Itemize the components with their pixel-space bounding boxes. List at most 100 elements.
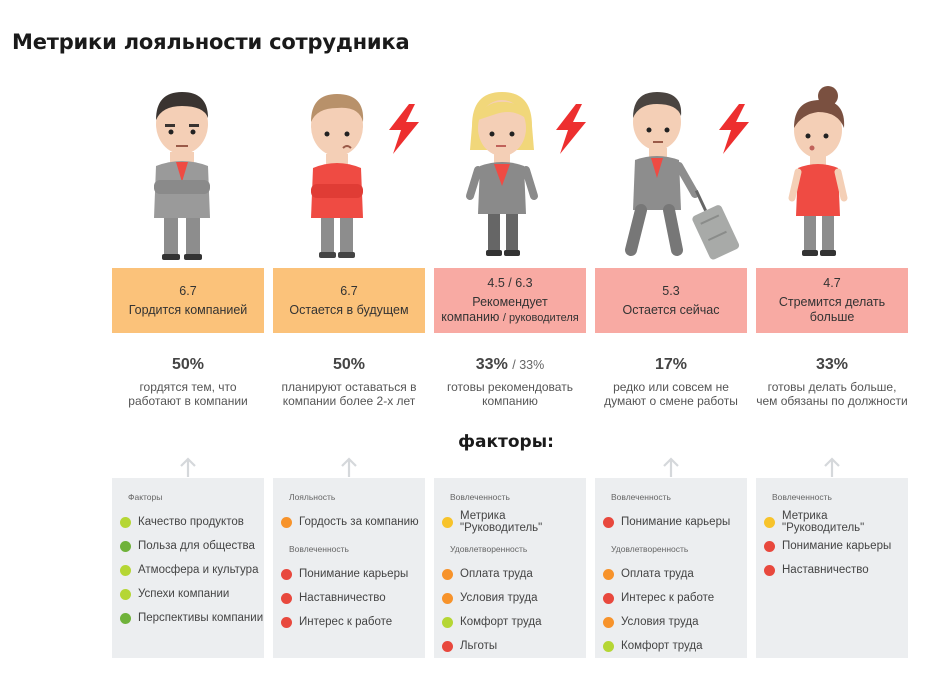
status-dot-icon [442,568,453,580]
factor-group-label: Вовлеченность [772,492,832,502]
metric-label-line2: больше [809,310,855,324]
stat-block: 17% редко или совсем не думают о смене р… [595,356,747,408]
status-dot-icon [764,564,775,576]
metric-box: 4.5 / 6.3 Рекомендует компанию / руковод… [434,268,586,333]
character-woman-blonde-illustration [466,92,538,256]
metric-label: Стремится делать [778,295,886,309]
factor-item: Наставничество [764,558,908,582]
factor-item: Комфорт труда [603,634,747,658]
stat-block: 33% готовы делать больше, чем обязаны по… [756,356,908,408]
metric-label: Гордится компанией [128,302,248,317]
stat-description-line: компанию [482,394,538,408]
factor-label: Понимание карьеры [782,540,892,552]
metric-column-stays-now: 5.3 Остается сейчас 17% редко или совсем… [595,0,749,691]
factor-label: Комфорт труда [621,640,703,652]
status-dot-icon [281,616,292,628]
status-dot-icon [442,592,453,604]
stat-description-line: готовы делать больше, [767,380,897,394]
lightning-bolt-icon [556,104,586,154]
factor-label: Комфорт труда [460,616,542,628]
metric-score: 4.7 [823,276,841,290]
status-dot-icon [281,568,292,580]
factor-group-label: Лояльность [289,492,336,502]
factor-label: Условия труда [460,592,538,604]
stat-description-line: чем обязаны по должности [756,394,908,408]
status-dot-icon [120,612,131,624]
factor-label: Гордость за компанию [299,516,419,528]
metric-label: Остается в будущем [289,302,409,317]
metric-column-stays-future: 6.7 Остается в будущем 50% планируют ост… [273,0,425,691]
status-dot-icon [120,564,131,576]
factor-label: Успехи компании [138,588,230,600]
metric-score: 5.3 [662,283,680,298]
factor-item: Понимание карьеры [603,510,747,534]
status-dot-icon [603,592,614,604]
factor-label: Условия труда [621,616,699,628]
factor-label: Интерес к работе [621,592,715,604]
status-dot-icon [120,516,131,528]
metric-box: 5.3 Остается сейчас [595,268,747,333]
status-dot-icon [603,616,614,628]
metric-score: 6.7 [340,283,358,298]
factor-label: Польза для общества [138,540,255,552]
factor-item: Успехи компании [120,582,264,606]
factor-group-label: Вовлеченность [611,492,671,502]
stat-percent: 33% [815,356,849,373]
factor-label: Наставничество [782,564,869,576]
status-dot-icon [603,568,614,580]
stat-description-line: думают о смене работы [604,394,738,408]
factor-label: Метрика "Руководитель" [782,510,865,534]
stat-block: 50% гордятся тем, что работают в компани… [112,356,264,408]
status-dot-icon [442,640,453,652]
factor-group-label: Вовлеченность [289,544,349,554]
page-title: Метрики лояльности сотрудника [12,30,410,54]
factor-item: Льготы [442,634,586,658]
factor-item: Атмосфера и культура [120,558,264,582]
stat-description-line: редко или совсем не [613,380,729,394]
factor-item: Наставничество [281,586,425,610]
stat-description-line: планируют оставаться в [281,380,417,394]
factor-item: Интерес к работе [603,586,747,610]
metric-label-line2: компанию [441,309,500,324]
arrow-up-icon [341,457,357,477]
metric-score: 6.7 [179,283,197,298]
factor-item: Метрика "Руководитель" [764,510,908,534]
stat-description-line: готовы рекомендовать [447,380,573,394]
factor-label: Оплата труда [621,568,694,580]
stat-description-line: компании более 2-х лет [282,394,416,408]
character-man-with-suitcase-illustration [625,92,740,260]
status-dot-icon [281,516,292,528]
stat-description-line: работают в компании [128,394,248,408]
arrow-up-icon [663,457,679,477]
metric-column-does-more: 4.7 Стремится делать больше 33% готовы д… [756,0,908,691]
factor-group-label: Удовлетворенность [450,544,528,554]
stat-block: 50% планируют оставаться в компании боле… [273,356,425,408]
metric-box: 4.7 Стремится делать больше [756,268,908,333]
factors-panel: Факторы Качество продуктов Польза для об… [112,478,264,658]
stat-block: 33% / 33% готовы рекомендовать компанию [434,356,586,408]
factor-item: Оплата труда [442,562,586,586]
factors-panel: Вовлеченность Метрика "Руководитель" Удо… [434,478,586,658]
factor-label: Наставничество [299,592,386,604]
factor-group-label: Факторы [128,492,163,502]
factor-label: Понимание карьеры [299,568,409,580]
metric-box: 6.7 Гордится компанией [112,268,264,333]
stat-percent: 33% [475,356,508,373]
factor-item: Комфорт труда [442,610,586,634]
status-dot-icon [442,516,453,528]
factor-label: Перспективы компании [138,612,264,624]
factor-item: Интерес к работе [281,610,425,634]
factor-label: Интерес к работе [299,616,393,628]
lightning-bolt-icon [389,104,419,154]
factor-item: Метрика "Руководитель" [442,510,586,534]
factor-item: Польза для общества [120,534,264,558]
factor-item: Понимание карьеры [764,534,908,558]
metric-box: 6.7 Остается в будущем [273,268,425,333]
factor-label: Льготы [460,640,498,652]
metric-label: Рекомендует [472,294,548,309]
arrow-up-icon [180,457,196,477]
status-dot-icon [764,516,775,528]
factors-panel: Лояльность Гордость за компанию Вовлечен… [273,478,425,658]
stat-percent: 17% [654,356,688,373]
factor-group-label: Удовлетворенность [611,544,689,554]
